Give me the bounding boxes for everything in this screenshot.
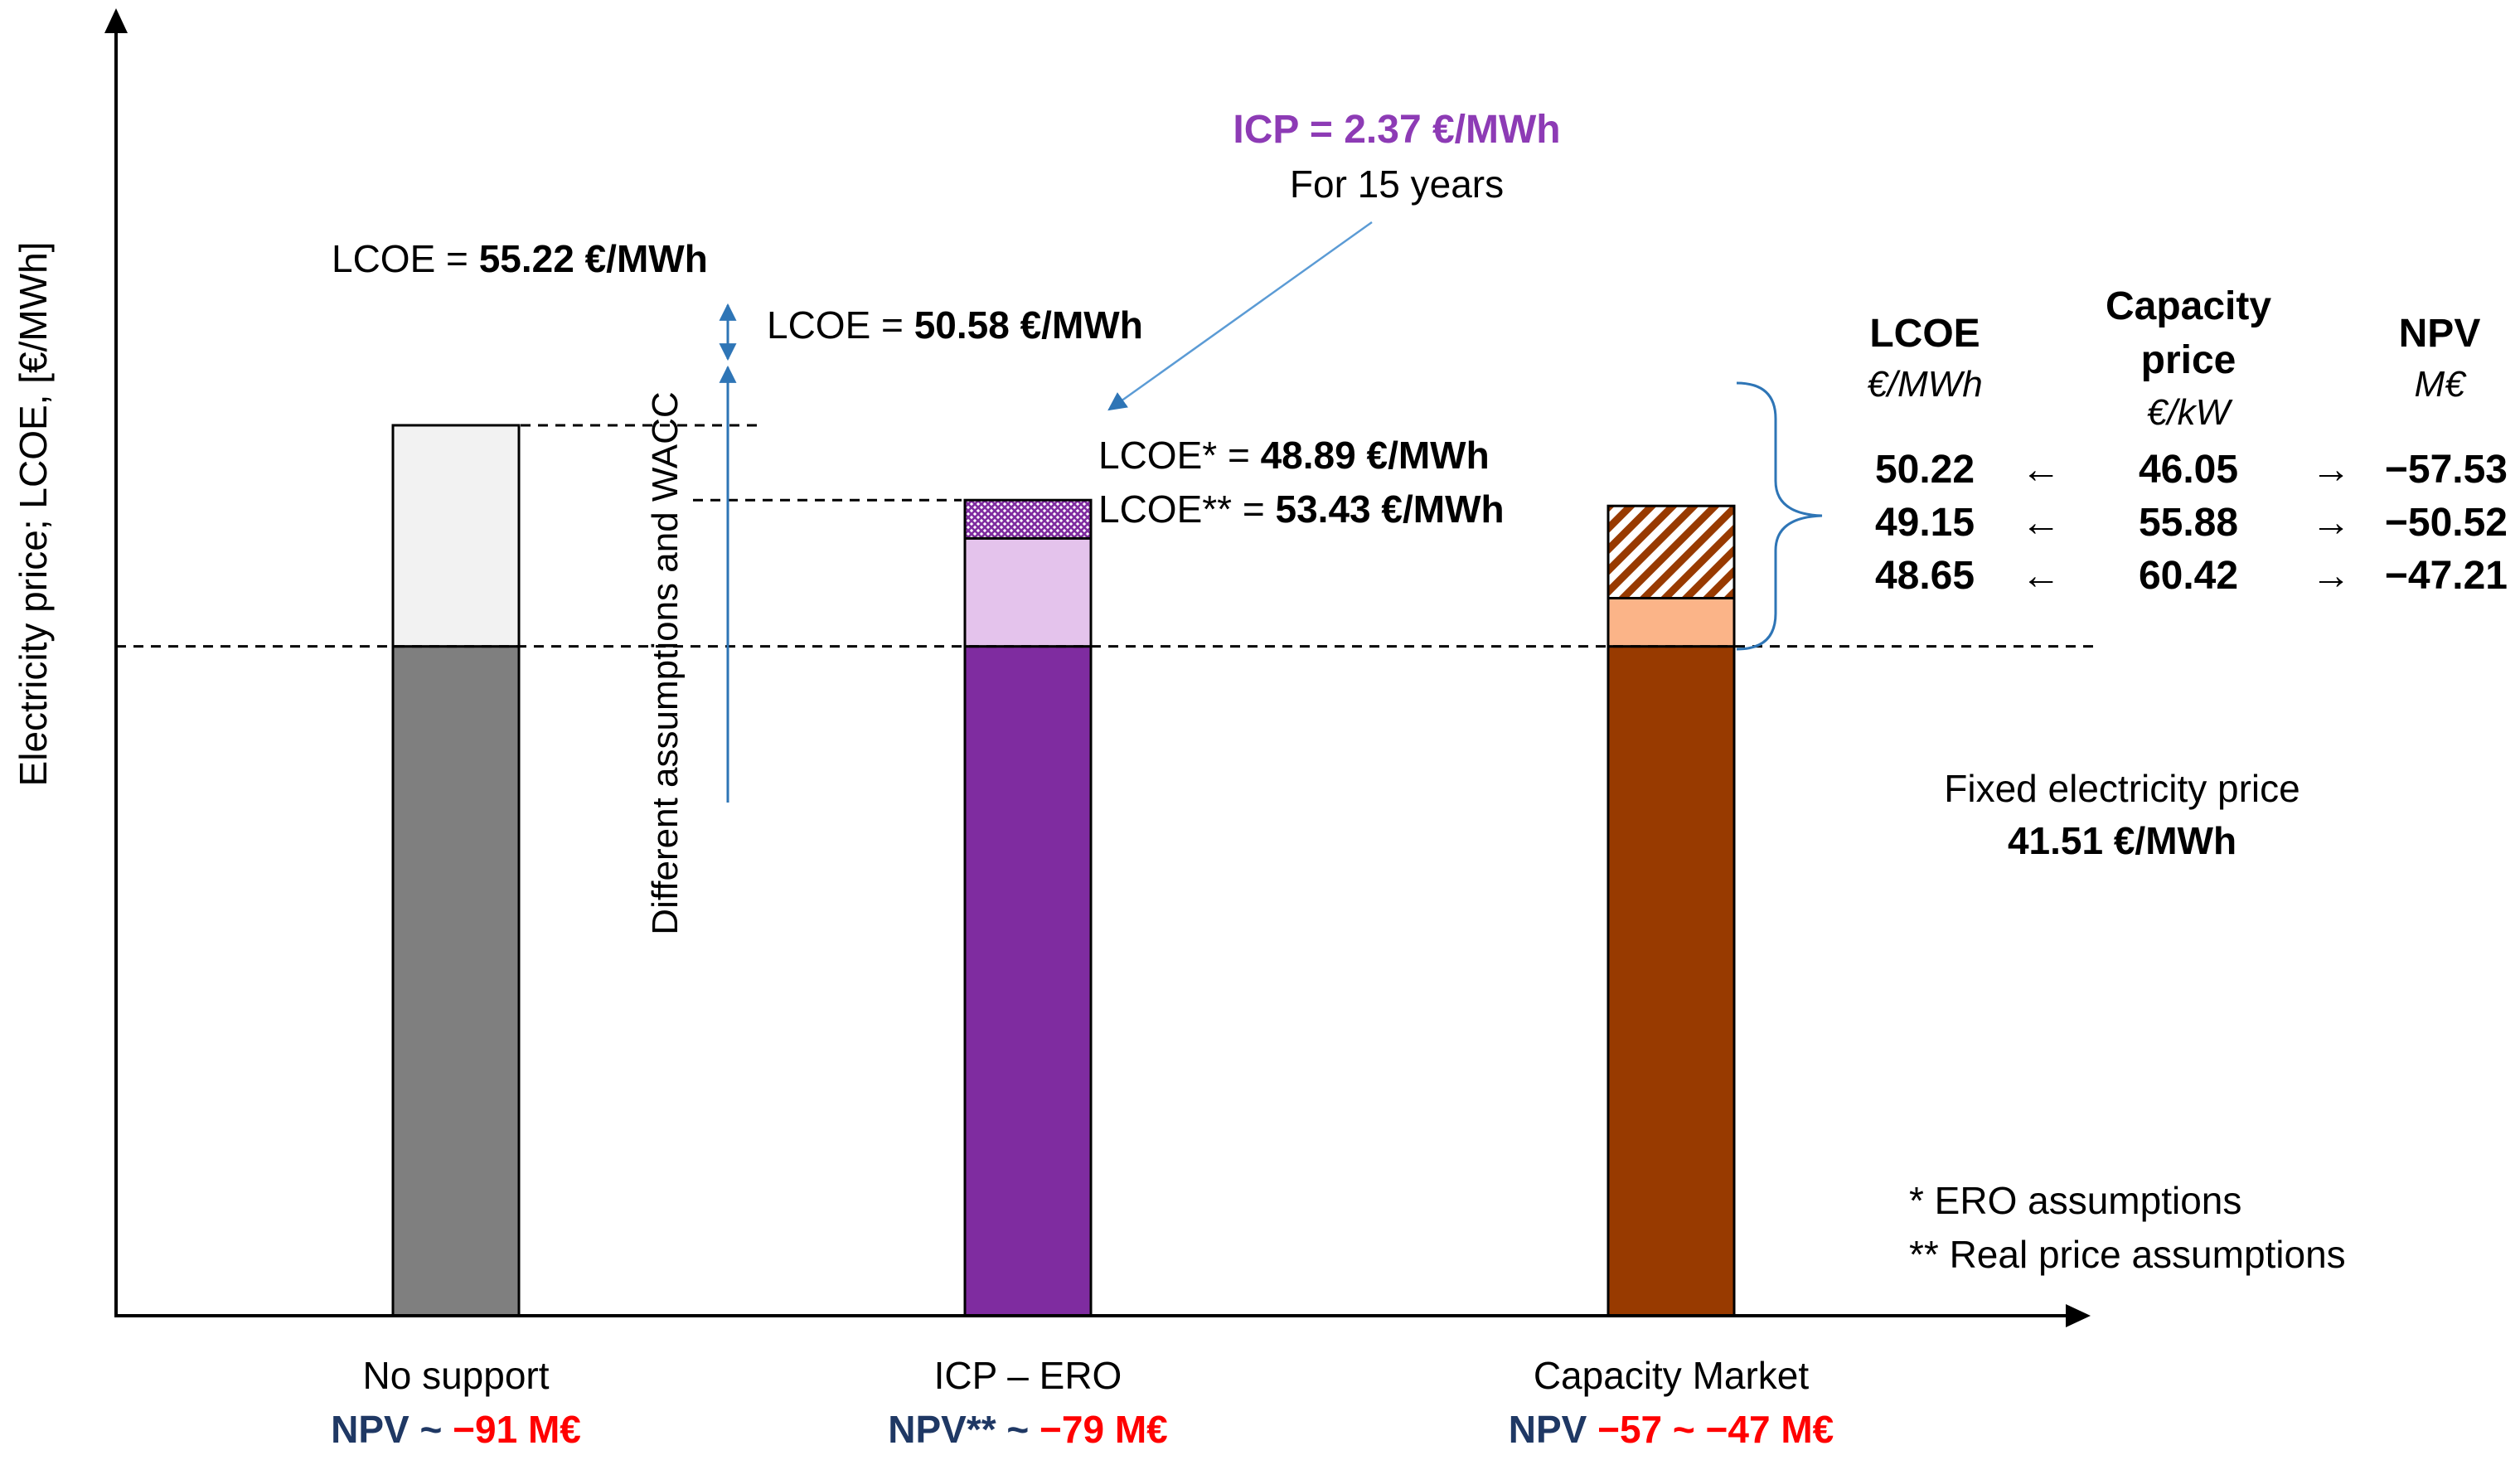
bar-no-support-segment-1 — [391, 424, 521, 648]
table-arrow-left: ← — [2021, 448, 2061, 492]
icp-annotation-title: ICP = 2.37 €/MWh — [1233, 108, 1560, 152]
icp-lcoe-ero-label: LCOE* = 48.89 €/MWh — [1098, 434, 1490, 477]
category-labels: No support NPV ~ −91 M€ ICP – ERO NPV** ~ −… — [331, 1354, 1834, 1451]
icp-annotation-subtitle: For 15 years — [1290, 162, 1504, 206]
table-rows: 50.22 ← 46.05 → −57.53 49.15 ← 55.88 → −50.52 48.6… — [1875, 448, 2508, 598]
table-cell-npv: −57.53 — [2385, 448, 2508, 492]
table-arrow-right: → — [2311, 554, 2351, 598]
difference-label: Different assumptions and WACC — [645, 391, 686, 934]
table-arrow-right: → — [2311, 501, 2351, 545]
category-label-no-support: No support — [362, 1354, 549, 1397]
table-header-lcoe: LCOE — [1869, 312, 1980, 356]
icp-annotation-arrow — [1107, 221, 1373, 411]
table-cell-lcoe: 49.15 — [1875, 501, 1975, 545]
footnote-real: ** Real price assumptions — [1909, 1233, 2346, 1276]
table-arrow-left: ← — [2021, 501, 2061, 545]
table-header-npv: NPV — [2399, 312, 2481, 356]
npv-value: −79 M€ — [1040, 1408, 1168, 1451]
bars-layer — [391, 424, 1736, 1317]
table-unit-lcoe: €/MWh — [1867, 364, 1982, 405]
table-arrow-right: → — [2311, 448, 2351, 492]
bar-icp-ero-segment-2 — [963, 498, 1093, 540]
bar-capacity-market-segment-0 — [1606, 645, 1736, 1317]
icp-lcoe-label: LCOE = 50.58 €/MWh — [767, 303, 1143, 347]
npv-prefix: NPV ~ — [331, 1408, 453, 1451]
table-arrow-left: ← — [2021, 554, 2061, 598]
table-cell-capacity-price: 55.88 — [2139, 501, 2238, 545]
npv-prefix: NPV — [1509, 1408, 1597, 1451]
table-header-capacity-line2: price — [2141, 338, 2236, 382]
table-cell-lcoe: 48.65 — [1875, 554, 1975, 598]
table-header-capacity-line1: Capacity — [2106, 284, 2271, 328]
table-unit-npv: M€ — [2414, 364, 2467, 405]
capacity-table: LCOE €/MWh Capacity price €/kW NPV M€ 50… — [1867, 284, 2508, 598]
bar-capacity-market-segment-1 — [1606, 596, 1736, 648]
npv-label-icp-ero: NPV** ~ −79 M€ — [888, 1408, 1168, 1451]
table-cell-npv: −50.52 — [2385, 501, 2508, 545]
y-axis-arrowhead — [104, 8, 128, 33]
category-label-icp-ero: ICP – ERO — [934, 1354, 1122, 1397]
npv-value: −57 ~ −47 M€ — [1597, 1408, 1834, 1451]
bar-capacity-market-segment-2 — [1606, 504, 1736, 599]
table-cell-npv: −47.21 — [2385, 554, 2508, 598]
fixed-price-label: Fixed electricity price — [1944, 767, 2300, 810]
category-label-capacity-market: Capacity Market — [1534, 1354, 1810, 1397]
y-axis-label: Electricity price; LCOE, [€/MWh] — [12, 242, 55, 787]
bar-no-support-segment-0 — [391, 645, 521, 1317]
npv-label-no-support: NPV ~ −91 M€ — [331, 1408, 581, 1451]
npv-label-capacity-market: NPV −57 ~ −47 M€ — [1509, 1408, 1834, 1451]
no-support-lcoe-label: LCOE = 55.22 €/MWh — [332, 237, 708, 280]
table-cell-capacity-price: 46.05 — [2139, 448, 2238, 492]
table-cell-lcoe: 50.22 — [1875, 448, 1975, 492]
table-cell-capacity-price: 60.42 — [2139, 554, 2238, 598]
footnote-ero: * ERO assumptions — [1909, 1179, 2241, 1222]
x-axis-arrowhead — [2066, 1304, 2091, 1327]
npv-value: −91 M€ — [453, 1408, 581, 1451]
capacity-brace — [1736, 381, 1823, 651]
npv-prefix: NPV** ~ — [888, 1408, 1040, 1451]
bar-icp-ero-segment-1 — [963, 536, 1093, 648]
table-unit-capacity: €/kW — [2147, 392, 2233, 433]
bar-icp-ero-segment-0 — [963, 645, 1093, 1317]
fixed-price-value: 41.51 €/MWh — [2008, 819, 2236, 862]
icp-lcoe-real-label: LCOE** = 53.43 €/MWh — [1098, 487, 1505, 531]
